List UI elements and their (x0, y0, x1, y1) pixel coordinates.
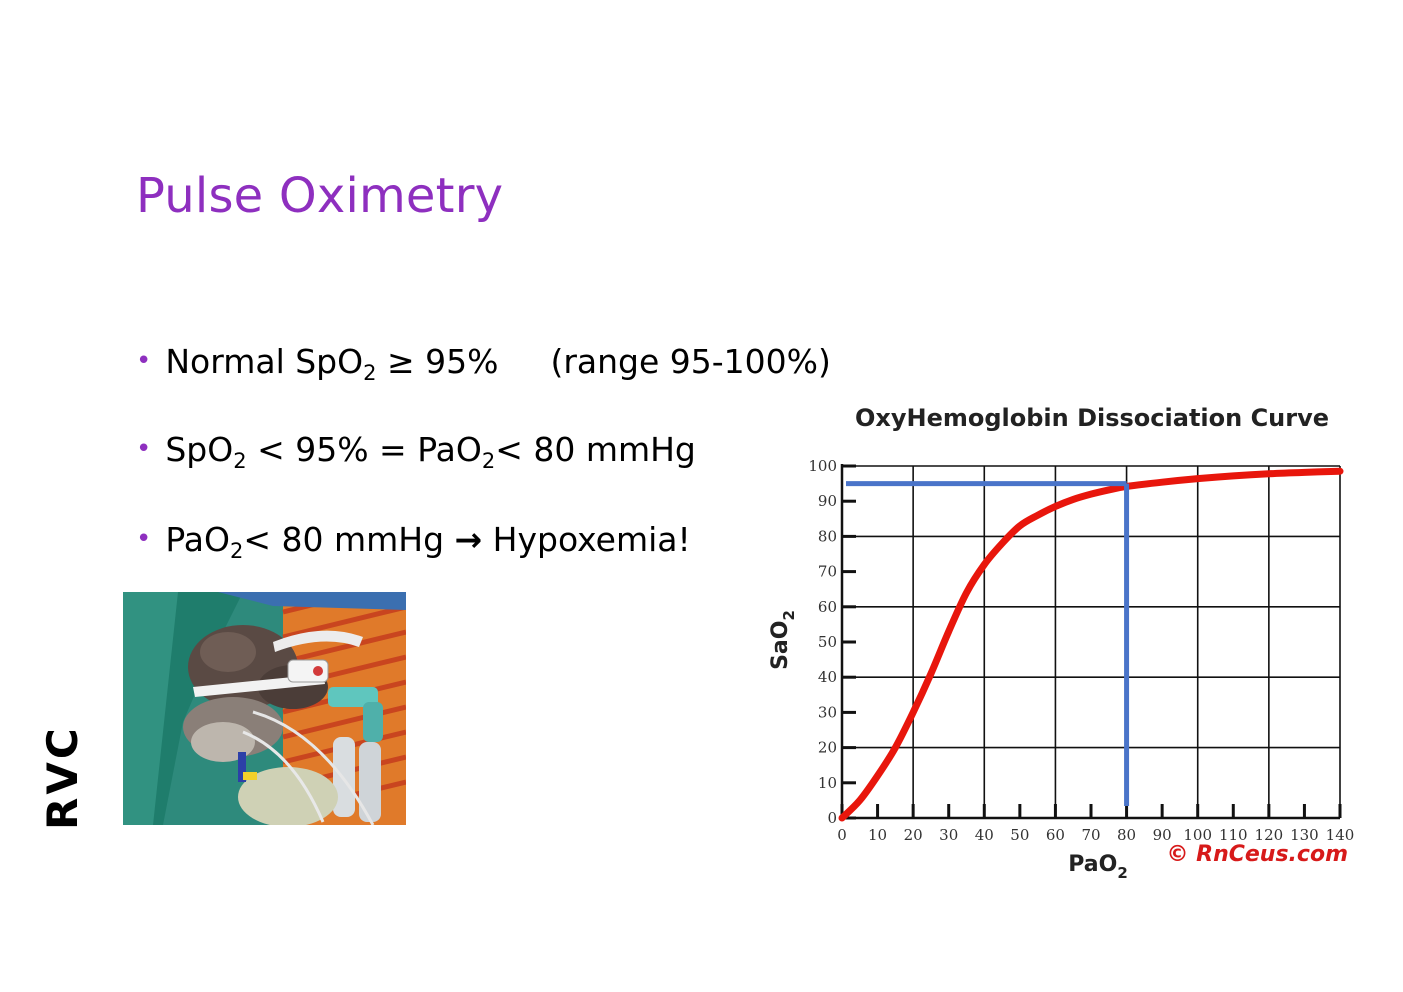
marker-lines (846, 481, 1130, 806)
x-tick-label: 80 (1117, 826, 1136, 844)
bullet-text: < 80 mmHg (495, 430, 696, 469)
y-tick-label: 40 (818, 668, 837, 686)
anesthetized-goat-photo (123, 592, 406, 825)
chart-axes (840, 464, 1342, 820)
x-tick-label: 20 (904, 826, 923, 844)
bullet-text: Hypoxemia! (482, 520, 691, 559)
y-tick-label: 90 (818, 492, 837, 510)
x-tick-labels: 0 10 20 30 40 50 60 70 80 90 100 110 120 130 140 (837, 826, 1354, 844)
bullet-dot: • (136, 524, 152, 554)
oxyhemoglobin-chart: OxyHemoglobin Dissociation Curve 0 10 20 30… (760, 400, 1380, 890)
y-tick-labels: 0 10 20 30 40 50 60 70 80 90 100 (808, 457, 837, 827)
y-tick-label: 80 (818, 527, 837, 545)
y-tick-label: 70 (818, 563, 837, 581)
x-tick-label: 40 (975, 826, 994, 844)
chart-title: OxyHemoglobin Dissociation Curve (855, 404, 1329, 432)
y-tick-label: 10 (818, 774, 837, 792)
arrow-icon: → (454, 520, 483, 559)
x-tick-label: 120 (1255, 826, 1284, 844)
x-tick-label: 50 (1010, 826, 1029, 844)
rvc-side-label: RVC (38, 725, 87, 830)
x-tick-label: 10 (868, 826, 887, 844)
bullet-text: PaO (165, 520, 230, 559)
bullet-normal-spo2: • Normal SpO2 ≥ 95% (range 95-100%) (136, 342, 831, 384)
y-tick-label: 0 (827, 809, 837, 827)
chart-svg: OxyHemoglobin Dissociation Curve 0 10 20 30… (768, 404, 1354, 882)
x-tick-label: 130 (1290, 826, 1319, 844)
x-tick-label: 100 (1183, 826, 1212, 844)
x-axis-label: PaO2 (1068, 852, 1128, 882)
bullet-text: < 95% = PaO (246, 430, 482, 469)
slide-title: Pulse Oximetry (136, 168, 504, 224)
x-tick-label: 30 (939, 826, 958, 844)
bullet-text: SpO (165, 430, 234, 469)
bullet-text: ≥ 95% (376, 342, 499, 381)
x-tick-label: 70 (1081, 826, 1100, 844)
x-tick-label: 140 (1326, 826, 1355, 844)
y-tick-label: 30 (818, 703, 837, 721)
bullet-text: Normal SpO (165, 342, 364, 381)
subscript: 2 (233, 449, 247, 473)
bullet-hypoxemia: • PaO2< 80 mmHg → Hypoxemia! (136, 520, 691, 562)
chart-grid (842, 465, 1341, 818)
subscript: 2 (481, 449, 496, 473)
x-tick-label: 90 (1153, 826, 1172, 844)
y-tick-label: 50 (818, 633, 837, 651)
y-tick-label: 20 (818, 739, 837, 757)
bullet-dot: • (136, 434, 152, 464)
x-tick-label: 110 (1219, 826, 1248, 844)
y-tick-label: 100 (808, 457, 837, 475)
chart-credit: © RnCeus.com (1166, 842, 1348, 867)
bullet-range: (range 95-100%) (550, 342, 831, 381)
bullet-dot: • (136, 346, 152, 376)
subscript: 2 (363, 361, 377, 385)
y-axis-label: SaO2 (768, 610, 798, 670)
bullet-spo2-pao2: • SpO2 < 95% = PaO2< 80 mmHg (136, 430, 696, 472)
y-tick-label: 60 (818, 598, 837, 616)
x-tick-label: 60 (1046, 826, 1065, 844)
x-tick-label: 0 (837, 826, 847, 844)
dissociation-curve (838, 467, 1344, 822)
bullet-text: < 80 mmHg (243, 520, 455, 559)
subscript: 2 (229, 539, 244, 563)
